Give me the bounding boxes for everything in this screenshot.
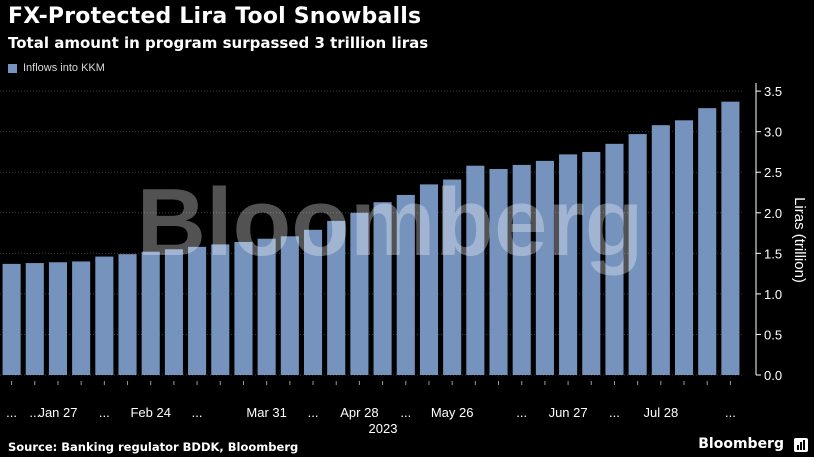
bar	[141, 251, 160, 375]
x-tick-ellipsis: ...	[308, 405, 319, 420]
y-tick-label: 2.0	[764, 206, 782, 221]
bar	[25, 263, 44, 375]
bar	[698, 108, 717, 376]
bar	[443, 179, 462, 375]
brand-name: Bloomberg	[698, 436, 784, 452]
bar	[164, 249, 183, 375]
bar	[559, 154, 578, 375]
y-tick-label: 2.5	[764, 165, 782, 180]
x-tick-ellipsis: ...	[725, 405, 736, 420]
bar	[95, 256, 114, 375]
y-axis-label: Liras (trillion)	[791, 197, 808, 283]
bar	[582, 151, 601, 375]
bar	[605, 143, 624, 375]
axes: 0.0 0.5 1.0 1.5 2.0 2.5 3.0 3.5 Jan 27 Feb 24 Mar …	[6, 83, 782, 420]
bar	[211, 244, 230, 375]
bar	[373, 202, 392, 375]
bar	[489, 168, 508, 375]
legend-swatch	[8, 63, 17, 73]
bar	[303, 229, 323, 375]
bar	[350, 212, 369, 375]
legend: Inflows into KKM	[8, 62, 105, 74]
bar	[257, 238, 276, 375]
chart-subtitle: Total amount in program surpassed 3 tril…	[8, 34, 429, 52]
bar	[118, 254, 137, 375]
x-tick-label: May 26	[431, 405, 474, 420]
bar	[327, 220, 346, 375]
x-tick-ellipsis: ...	[6, 405, 17, 420]
x-axis-year-label: 2023	[369, 421, 398, 436]
y-tick-label: 1.5	[764, 246, 782, 261]
y-tick-label: 0.0	[764, 368, 782, 383]
bar	[721, 101, 740, 376]
x-tick-label: Apr 28	[340, 405, 378, 420]
x-tick-ellipsis: ...	[400, 405, 411, 420]
bar	[2, 263, 21, 375]
watermark-text: Bloomberg	[137, 169, 644, 276]
y-tick-label: 1.0	[764, 287, 782, 302]
bar	[651, 125, 670, 375]
source-note: Source: Banking regulator BDDK, Bloomber…	[8, 440, 299, 454]
bar	[628, 134, 647, 375]
chart-title: FX-Protected Lira Tool Snowballs	[8, 4, 422, 29]
bar	[234, 241, 253, 375]
x-tick-ellipsis: ...	[29, 405, 40, 420]
bar	[48, 262, 68, 375]
bar	[535, 160, 554, 375]
bar	[466, 165, 485, 375]
bar	[512, 164, 531, 375]
bar	[419, 184, 439, 375]
bar	[674, 120, 694, 375]
x-tick-ellipsis: ...	[609, 405, 620, 420]
bloomberg-chart-icon	[794, 438, 808, 452]
x-tick-label: Jul 28	[643, 405, 678, 420]
x-tick-ellipsis: ...	[99, 405, 110, 420]
x-tick-ellipsis: ...	[516, 405, 527, 420]
bars	[2, 101, 740, 376]
x-tick-ellipsis: ...	[192, 405, 203, 420]
x-tick-label: Jun 27	[549, 405, 588, 420]
x-tick-label: Feb 24	[130, 405, 170, 420]
bar	[188, 246, 207, 375]
bar	[280, 236, 299, 375]
y-tick-label: 3.0	[764, 125, 782, 140]
bar	[396, 194, 415, 375]
x-tick-label: Jan 27	[38, 405, 77, 420]
x-tick-label: Mar 31	[246, 405, 286, 420]
bar	[72, 261, 91, 375]
y-tick-label: 3.5	[764, 84, 782, 99]
legend-label: Inflows into KKM	[23, 62, 105, 74]
y-tick-label: 0.5	[764, 327, 782, 342]
